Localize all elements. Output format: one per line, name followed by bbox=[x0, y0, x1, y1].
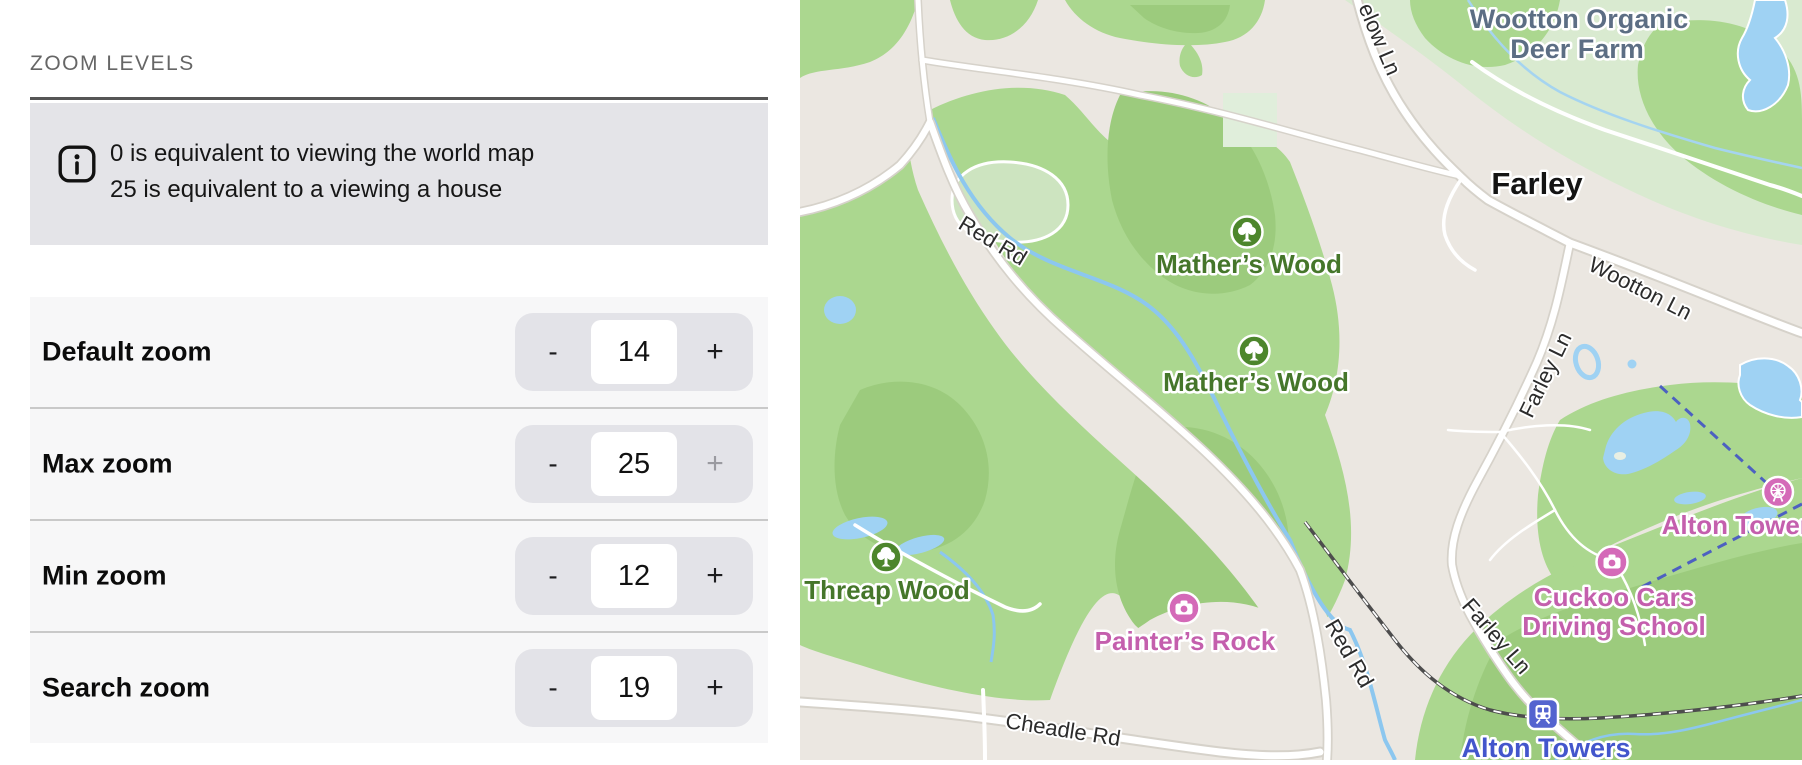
map-canvas[interactable]: Wootton Organic Deer Farm Farley Mather’… bbox=[794, 0, 1802, 765]
default-zoom-stepper: - 14 + bbox=[515, 313, 753, 391]
label-wootton-organic: Wootton Organic bbox=[1470, 4, 1688, 34]
default-zoom-increment-button[interactable]: + bbox=[677, 335, 753, 369]
label-mathers-wood-2: Mather’s Wood bbox=[1163, 367, 1349, 397]
row-label: Min zoom bbox=[42, 560, 167, 591]
info-icon bbox=[58, 145, 96, 183]
label-driving-school: Driving School bbox=[1522, 611, 1705, 641]
map-clearings bbox=[800, 78, 1357, 760]
max-zoom-decrement-button[interactable]: - bbox=[515, 448, 591, 480]
min-zoom-stepper: - 12 + bbox=[515, 537, 753, 615]
label-farley: Farley bbox=[1491, 166, 1583, 201]
label-alton-towers-park: Alton Towers bbox=[1662, 510, 1802, 540]
max-zoom-stepper: - 25 + bbox=[515, 425, 753, 503]
row-default-zoom: Default zoom - 14 + bbox=[30, 297, 768, 407]
tree-marker-threap[interactable] bbox=[869, 540, 903, 574]
map-railway bbox=[1303, 520, 1802, 721]
info-text: 0 is equivalent to viewing the world map… bbox=[110, 136, 534, 208]
photo-marker-cuckoo[interactable] bbox=[1595, 545, 1629, 579]
info-line-1: 0 is equivalent to viewing the world map bbox=[110, 140, 535, 167]
min-zoom-value: 12 bbox=[591, 544, 677, 608]
default-zoom-decrement-button[interactable]: - bbox=[515, 336, 591, 368]
min-zoom-decrement-button[interactable]: - bbox=[515, 560, 591, 592]
row-label: Default zoom bbox=[42, 336, 212, 367]
train-station-marker-alton-towers[interactable] bbox=[1526, 697, 1560, 731]
label-painters-rock: Painter’s Rock bbox=[1095, 626, 1276, 656]
zoom-levels-panel: ZOOM LEVELS 0 is equivalent to viewing t… bbox=[0, 0, 800, 760]
label-cuckoo-cars: Cuckoo Cars bbox=[1534, 582, 1694, 612]
default-zoom-value: 14 bbox=[591, 320, 677, 384]
label-alton-towers-station: Alton Towers bbox=[1461, 733, 1630, 760]
max-zoom-value: 25 bbox=[591, 432, 677, 496]
row-label: Max zoom bbox=[42, 448, 173, 479]
row-min-zoom: Min zoom - 12 + bbox=[30, 519, 768, 631]
panel-title: ZOOM LEVELS bbox=[30, 52, 195, 75]
ferris-wheel-marker-alton-towers[interactable] bbox=[1761, 475, 1795, 509]
max-zoom-increment-button[interactable]: + bbox=[677, 447, 753, 481]
row-search-zoom: Search zoom - 19 + bbox=[30, 631, 768, 743]
photo-marker-painters-rock[interactable] bbox=[1167, 591, 1201, 625]
row-label: Search zoom bbox=[42, 672, 211, 703]
zoom-settings-list: Default zoom - 14 + Max zoom - 25 + Min … bbox=[30, 297, 768, 743]
map-boundary bbox=[1637, 384, 1802, 591]
tree-marker-mathers-2[interactable] bbox=[1237, 334, 1271, 368]
search-zoom-increment-button[interactable]: + bbox=[677, 671, 753, 705]
search-zoom-value: 19 bbox=[591, 656, 677, 720]
search-zoom-stepper: - 19 + bbox=[515, 649, 753, 727]
title-underline bbox=[30, 97, 768, 100]
label-deer-farm: Deer Farm bbox=[1510, 34, 1644, 64]
search-zoom-decrement-button[interactable]: - bbox=[515, 672, 591, 704]
row-max-zoom: Max zoom - 25 + bbox=[30, 407, 768, 519]
info-line-2: 25 is equivalent to a viewing a house bbox=[110, 176, 503, 203]
info-box: 0 is equivalent to viewing the world map… bbox=[30, 103, 768, 245]
min-zoom-increment-button[interactable]: + bbox=[677, 559, 753, 593]
map-water bbox=[824, 0, 1802, 762]
label-mathers-wood-1: Mather’s Wood bbox=[1156, 249, 1342, 279]
tree-marker-mathers-1[interactable] bbox=[1230, 215, 1264, 249]
label-threap-wood: Threap Wood bbox=[804, 575, 970, 605]
